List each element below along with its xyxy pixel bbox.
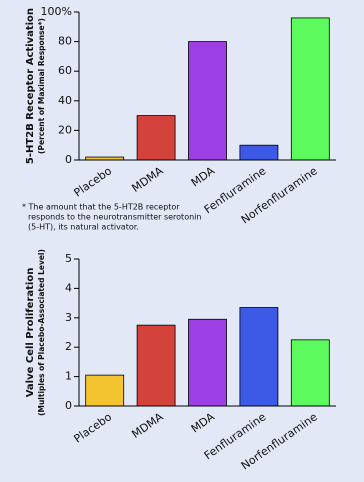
y-tick-label: 1 (65, 370, 72, 383)
y-axis-subtitle: (Percent of Maximal Response*) (37, 18, 46, 154)
bar (239, 144, 279, 161)
bar (290, 17, 330, 161)
bar (188, 41, 227, 161)
y-tick-label: 5 (65, 252, 72, 265)
footnote: responds to the neurotransmitter seroton… (28, 213, 201, 222)
footnote: (5-HT), its natural activator. (28, 223, 139, 232)
y-tick-label: 0 (65, 153, 72, 166)
bar (136, 115, 176, 161)
footnote: * The amount that the 5-HT2B receptor (22, 203, 180, 212)
y-axis-title: Valve Cell Proliferation (25, 268, 36, 398)
bar (239, 307, 279, 407)
y-tick-label: 0 (65, 399, 72, 412)
bar (85, 374, 125, 407)
y-tick-label: 2 (65, 340, 72, 353)
y-axis-subtitle: (Multiples of Placebo-Associated Level) (37, 249, 46, 416)
bar (290, 339, 330, 407)
y-tick-label: 20 (58, 123, 72, 136)
y-tick-label: 100% (41, 5, 72, 18)
y-tick-label: 60 (58, 64, 72, 77)
y-tick-label: 80 (58, 35, 72, 48)
y-axis-title: 5-HT2B Receptor Activation (25, 8, 36, 164)
bar (136, 324, 176, 407)
bar (188, 318, 227, 407)
y-tick-label: 3 (65, 311, 72, 324)
y-tick-label: 40 (58, 94, 72, 107)
y-tick-label: 4 (65, 281, 72, 294)
